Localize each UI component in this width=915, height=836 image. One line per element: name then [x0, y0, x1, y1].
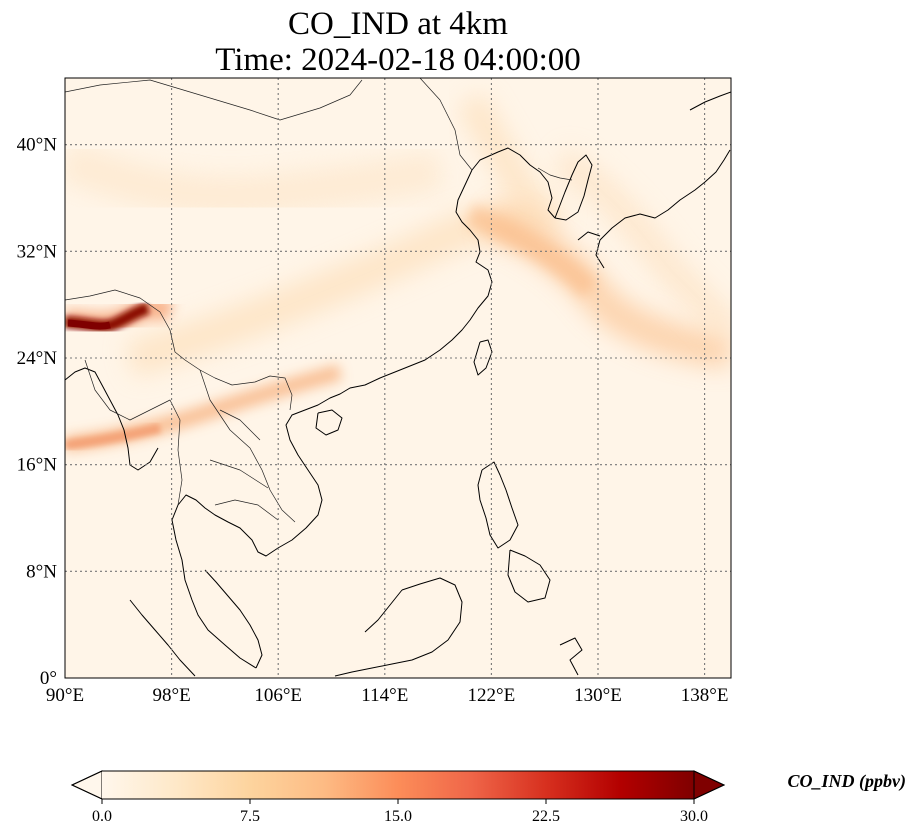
y-tick-label-24: 24°N [17, 348, 58, 369]
gridlines [65, 78, 731, 678]
colorbar-tick-label-0: 0.0 [92, 808, 112, 825]
colorbar-tick-label-4: 30.0 [680, 808, 708, 825]
colorbar-gradient [102, 771, 694, 799]
border-china-north [65, 78, 473, 171]
colorbar-max-extend [693, 770, 726, 800]
border-cambodia [214, 499, 279, 521]
map-frame [64, 77, 732, 679]
y-tick-label-32: 32°N [17, 241, 58, 262]
border-laos-vietnam [199, 369, 296, 523]
plume-northwest-swirl [65, 141, 444, 217]
coastline-borneo [334, 577, 463, 677]
map-title-line1: CO_IND at 4km [288, 6, 508, 42]
y-tick-label-8: 8°N [26, 561, 57, 582]
x-tick-label-122: 122°E [468, 685, 516, 706]
plume-yellow-sea [465, 204, 598, 298]
colorbar-tick-label-2: 15.0 [384, 808, 412, 825]
colorbar-tick-label-1: 7.5 [240, 808, 260, 825]
colorbar-label: CO_IND (ppbv) [788, 771, 907, 792]
coastline-sumatra [129, 599, 196, 677]
colorbar-ticks: 0.0 7.5 15.0 22.5 30.0 [92, 799, 708, 825]
colorbar: 0.0 7.5 15.0 22.5 30.0 CO_IND (ppbv) [70, 770, 907, 825]
coastline-mainland [171, 169, 493, 669]
coastlines [65, 91, 731, 677]
y-axis-labels: 0° 8°N 16°N 24°N 32°N 40°N [17, 135, 58, 689]
plume-southern-core [65, 423, 162, 450]
x-axis-labels: 90°E 98°E 106°E 114°E 122°E 130°E 138°E [46, 685, 729, 706]
coastline-korea [554, 154, 593, 221]
coastline-taiwan [473, 339, 493, 376]
border-korea [537, 167, 573, 181]
coastline-philippines [477, 461, 551, 603]
x-tick-label-130: 130°E [574, 685, 622, 706]
y-tick-label-0: 0° [40, 668, 57, 689]
border-china-south [65, 289, 293, 411]
coastline-malay-peninsula [204, 569, 263, 669]
coastline-hainan [315, 409, 343, 436]
colorbar-min-extend [70, 770, 103, 800]
coastline-japan [577, 91, 731, 269]
y-tick-label-16: 16°N [17, 455, 58, 476]
map-panel [65, 78, 731, 678]
x-tick-label-138: 138°E [681, 685, 729, 706]
coastline-bay-of-bengal [65, 367, 159, 471]
x-tick-label-90: 90°E [46, 685, 84, 706]
coastline-bohai [471, 147, 556, 219]
plume-source-peak [67, 319, 111, 330]
x-tick-label-106: 106°E [254, 685, 302, 706]
plume-pacific-arc [552, 147, 731, 342]
concentration-field [65, 92, 731, 452]
colorbar-tick-label-3: 22.5 [532, 808, 560, 825]
coastline-sulawesi [559, 637, 583, 676]
x-tick-label-98: 98°E [152, 685, 190, 706]
x-tick-label-114: 114°E [361, 685, 408, 706]
map-title-line2: Time: 2024-02-18 04:00:00 [215, 42, 580, 78]
y-tick-label-40: 40°N [17, 135, 58, 156]
plume-northeast-arc [457, 92, 552, 225]
